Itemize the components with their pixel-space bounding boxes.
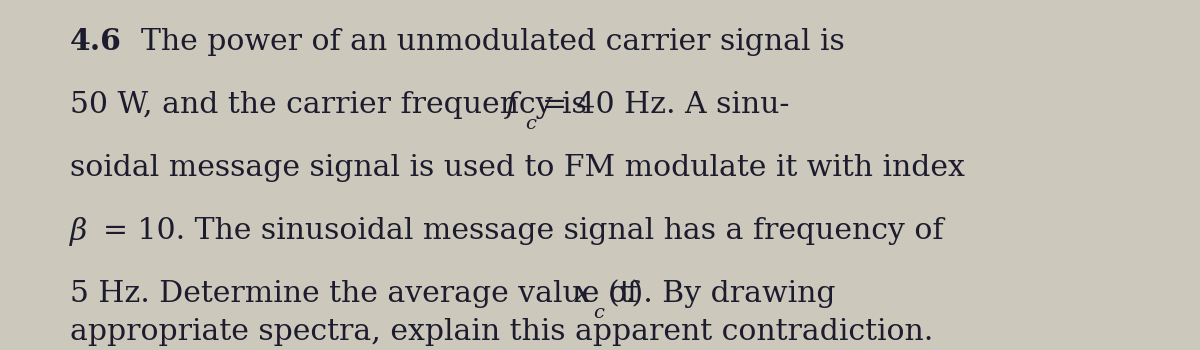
Text: = 10. The sinusoidal message signal has a frequency of: = 10. The sinusoidal message signal has … [103,217,943,245]
Text: = 40 Hz. A sinu-: = 40 Hz. A sinu- [542,91,790,119]
Text: soidal message signal is used to FM modulate it with index: soidal message signal is used to FM modu… [70,154,965,182]
Text: (t). By drawing: (t). By drawing [608,280,836,308]
Text: c: c [593,304,604,322]
Text: appropriate spectra, explain this apparent contradiction.: appropriate spectra, explain this appare… [70,318,932,346]
Text: 50 W, and the carrier frequency is: 50 W, and the carrier frequency is [70,91,596,119]
Text: The power of an unmodulated carrier signal is: The power of an unmodulated carrier sign… [122,28,845,56]
Text: β: β [70,217,86,245]
Text: x: x [574,280,590,308]
Text: 5 Hz. Determine the average value of: 5 Hz. Determine the average value of [70,280,647,308]
Text: c: c [526,115,536,133]
Text: 4.6: 4.6 [70,28,121,56]
Text: f: f [506,91,517,119]
